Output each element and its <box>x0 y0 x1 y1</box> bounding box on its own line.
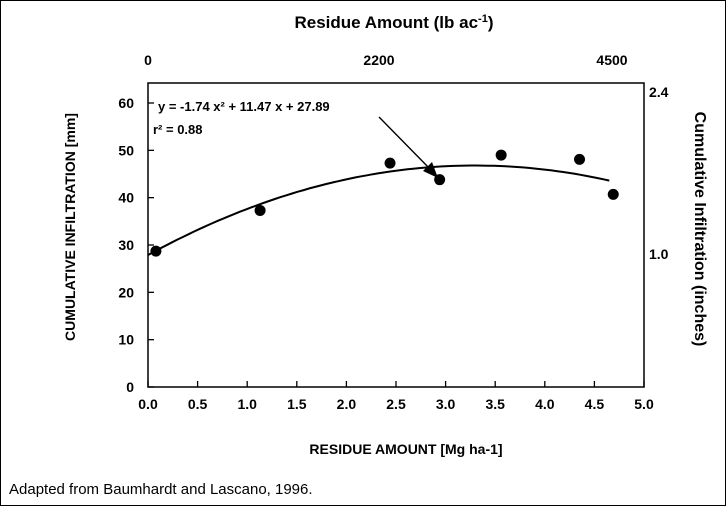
top-tick-label: 4500 <box>596 52 627 68</box>
x-tick-label: 4.0 <box>535 396 555 412</box>
annotation-arrow <box>378 116 433 172</box>
top-tick-label: 0 <box>144 52 152 68</box>
x-tick-label: 2.0 <box>337 396 357 412</box>
annotation-arrowhead <box>423 162 438 178</box>
y-axis-title: CUMULATIVE INFILTRATION [mm] <box>62 113 78 341</box>
y-tick-label: 10 <box>118 332 134 348</box>
x-tick-label: 1.5 <box>287 396 307 412</box>
y-tick-label: 40 <box>118 190 134 206</box>
caption: Adapted from Baumhardt and Lascano, 1996… <box>9 481 313 498</box>
x-tick-label: 4.5 <box>585 396 605 412</box>
x-tick-label: 0.5 <box>188 396 208 412</box>
fit-curve <box>147 164 610 256</box>
right-tick-label: 1.0 <box>649 246 669 262</box>
top-axis-title: Residue Amount (lb ac-1) <box>294 13 493 32</box>
right-axis-title: Cumulative Infiltration (inches) <box>691 112 708 347</box>
x-tick-label: 3.5 <box>485 396 505 412</box>
fit-equation: y = -1.74 x² + 11.47 x + 27.89 <box>158 99 330 114</box>
right-tick-label: 2.4 <box>649 84 669 100</box>
data-point <box>574 153 586 165</box>
data-point <box>254 204 266 216</box>
chart: Residue Amount (lb ac-1) CUMULATIVE INFI… <box>62 13 708 457</box>
x-tick-label: 5.0 <box>634 396 654 412</box>
x-tick-label: 2.5 <box>386 396 406 412</box>
y-tick-label: 60 <box>118 95 134 111</box>
plot-area <box>147 82 645 388</box>
data-point <box>384 157 396 169</box>
y-tick-label: 30 <box>118 237 134 253</box>
y-tick-label: 0 <box>126 379 134 395</box>
data-point <box>150 245 162 257</box>
y-tick-label: 50 <box>118 142 134 158</box>
top-tick-label: 2200 <box>363 52 394 68</box>
x-tick-label: 3.0 <box>436 396 456 412</box>
data-point <box>495 149 507 161</box>
data-point <box>434 174 446 186</box>
x-tick-label: 1.0 <box>237 396 257 412</box>
x-axis-title: RESIDUE AMOUNT [Mg ha-1] <box>309 441 502 457</box>
y-tick-label: 20 <box>118 284 134 300</box>
x-tick-label: 0.0 <box>138 396 158 412</box>
r-squared: r² = 0.88 <box>153 122 203 137</box>
data-point <box>607 188 619 200</box>
